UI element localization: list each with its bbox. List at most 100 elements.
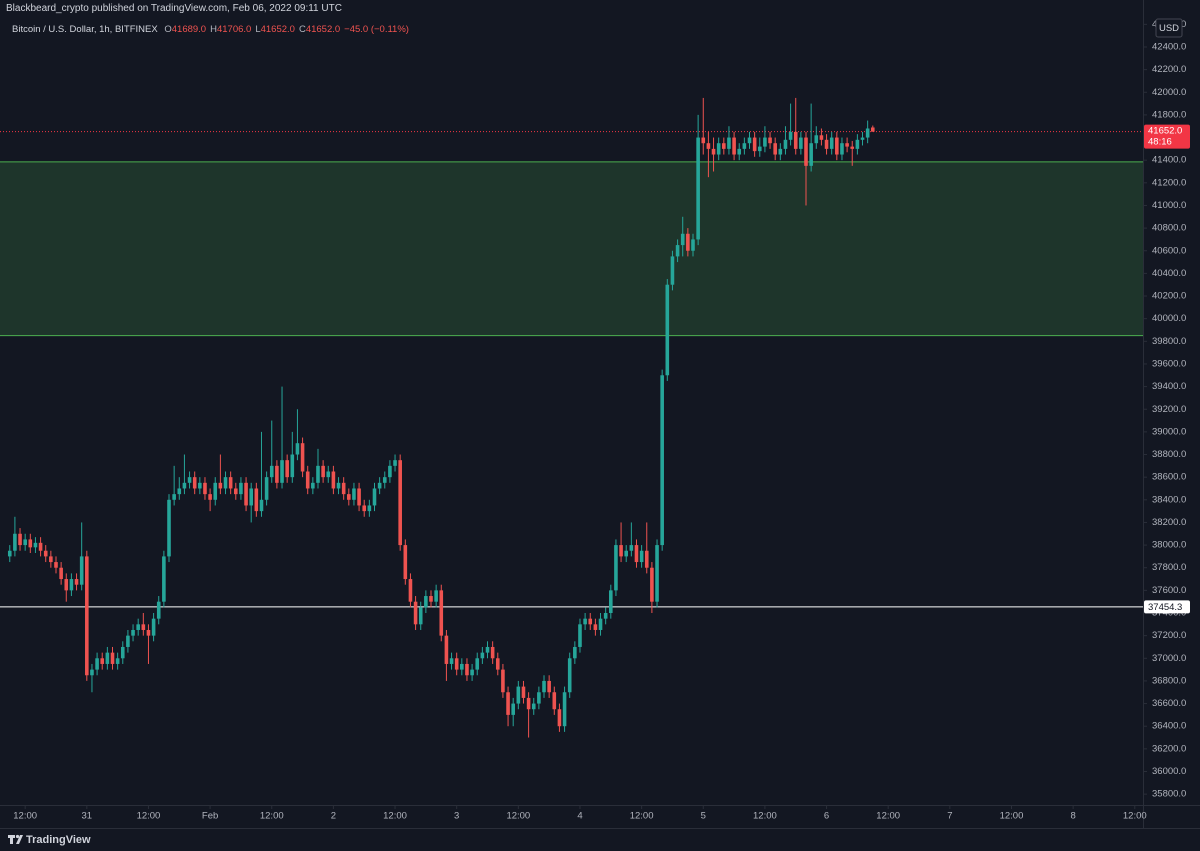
candle-body <box>23 539 27 546</box>
y-tick-label: 38600.0 <box>1152 472 1186 483</box>
candle-body <box>228 477 233 489</box>
logo-shape <box>16 835 23 844</box>
x-tick-label: 12:00 <box>137 811 161 822</box>
candle-body <box>182 482 187 489</box>
candle-body <box>187 477 192 483</box>
candle-body <box>326 471 331 478</box>
candle-body <box>516 686 521 704</box>
legend-value: 41652.0 <box>305 24 341 35</box>
x-tick-label: Feb <box>202 811 218 822</box>
candle-body <box>372 488 377 506</box>
y-tick-label: 35800.0 <box>1152 789 1186 800</box>
candle-body <box>151 618 156 636</box>
candle-body <box>105 652 110 664</box>
candle-body <box>675 245 680 257</box>
candle-body <box>686 233 690 251</box>
price-label: 41652.0 <box>1148 126 1182 137</box>
candle-body <box>177 488 182 495</box>
candle-body <box>54 562 58 568</box>
candle-body <box>408 579 413 602</box>
candle-body <box>413 601 418 625</box>
legend-value: 41689.0 <box>171 24 207 35</box>
candle-body <box>295 443 300 455</box>
candle-body <box>793 131 798 149</box>
y-tick-label: 36200.0 <box>1152 743 1186 754</box>
candle-body <box>59 567 63 580</box>
y-tick-label: 40000.0 <box>1152 313 1186 324</box>
candle-body <box>254 488 259 512</box>
candle-body <box>43 550 48 557</box>
candle-body <box>336 482 341 489</box>
candle-body <box>783 139 788 149</box>
x-tick-label: 8 <box>1070 811 1075 822</box>
candle-body <box>74 579 79 585</box>
y-tick-label: 37600.0 <box>1152 585 1186 596</box>
candle-body <box>403 545 408 580</box>
y-tick-label: 36600.0 <box>1152 698 1186 709</box>
logo-shape <box>8 835 15 838</box>
legend-key: H <box>210 24 217 35</box>
candle-body <box>870 127 875 132</box>
candle-body <box>557 709 562 727</box>
zone <box>0 161 1143 336</box>
candle-body <box>49 556 53 563</box>
candle-body <box>706 143 711 149</box>
candle-body <box>737 148 742 155</box>
candle-body <box>418 607 423 625</box>
y-tick-label: 42000.0 <box>1152 87 1186 98</box>
candle-body <box>650 567 654 602</box>
y-axis-unit: USD <box>1159 23 1179 34</box>
y-tick-label: 39400.0 <box>1152 381 1186 392</box>
candle-body <box>511 703 515 715</box>
y-tick-label: 38800.0 <box>1152 449 1186 460</box>
candle-body <box>860 137 865 140</box>
candle-body <box>377 482 382 489</box>
x-tick-label: 12:00 <box>1000 811 1024 822</box>
candle-body <box>521 686 526 698</box>
candle-body <box>393 460 397 466</box>
candle-body <box>588 618 593 625</box>
x-tick-label: 12:00 <box>1123 811 1147 822</box>
candle-body <box>644 550 649 568</box>
candle-body <box>624 550 629 557</box>
candle-body <box>259 499 264 512</box>
x-tick-label: 12:00 <box>260 811 284 822</box>
candle-body <box>495 658 500 670</box>
candle-body <box>316 465 320 483</box>
candle-body <box>552 692 557 710</box>
logo-shape <box>10 838 13 844</box>
candle-body <box>367 505 372 512</box>
logo-shape <box>15 834 20 839</box>
candle-body <box>285 460 289 478</box>
footer-bar <box>0 828 1200 851</box>
candle-body <box>639 550 644 563</box>
y-tick-label: 42400.0 <box>1152 41 1186 52</box>
candle-body <box>269 465 274 478</box>
candle-body <box>691 239 695 251</box>
candle-body <box>711 148 716 155</box>
candle-body <box>716 143 721 155</box>
candle-body <box>115 658 120 664</box>
candle-body <box>321 465 325 478</box>
candle-body <box>578 624 582 647</box>
candle-body <box>634 545 639 563</box>
y-tick-label: 39800.0 <box>1152 336 1186 347</box>
x-tick-label: 31 <box>82 811 93 822</box>
candle-body <box>480 652 485 659</box>
candle-body <box>357 488 361 506</box>
y-tick-label: 40600.0 <box>1152 245 1186 256</box>
candle-body <box>850 146 855 149</box>
y-tick-label: 41400.0 <box>1152 155 1186 166</box>
footer-brand: TradingView <box>26 834 91 846</box>
x-tick-label: 12:00 <box>876 811 900 822</box>
y-tick-label: 41200.0 <box>1152 177 1186 188</box>
candle-body <box>300 443 305 472</box>
candle-body <box>444 635 449 664</box>
candle-body <box>732 137 736 155</box>
y-tick-label: 38000.0 <box>1152 540 1186 551</box>
price-countdown: 48:16 <box>1148 137 1172 148</box>
candle-body <box>156 601 161 619</box>
x-tick-label: 12:00 <box>383 811 407 822</box>
candle-body <box>146 629 151 636</box>
candle-body <box>696 137 700 240</box>
